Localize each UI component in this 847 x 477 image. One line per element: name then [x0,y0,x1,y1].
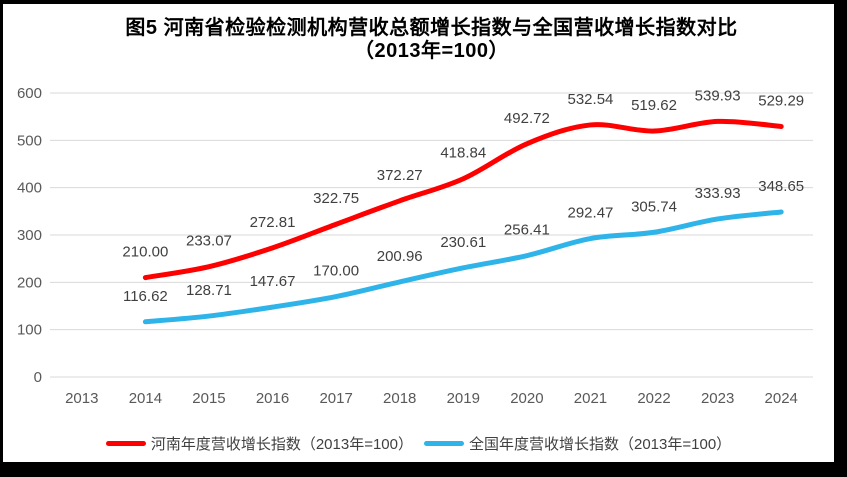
x-tick-label: 2018 [383,390,416,407]
legend-label: 河南年度营收增长指数（2013年=100） [150,436,413,453]
data-label: 305.74 [631,198,677,215]
data-label: 147.67 [250,273,296,290]
legend-label: 全国年度营收增长指数（2013年=100） [469,436,732,453]
legend-swatch-icon [105,441,146,446]
x-tick-label: 2021 [574,390,607,407]
y-tick-label: 300 [17,227,42,244]
data-label: 333.93 [695,185,741,202]
data-label: 492.72 [504,110,550,127]
data-label: 256.41 [504,222,550,239]
legend-item-0: 河南年度营收增长指数（2013年=100） [105,433,413,454]
x-tick-label: 2019 [447,390,480,407]
data-label: 230.61 [440,234,486,251]
legend-swatch-icon [424,441,464,446]
x-tick-label: 2023 [701,390,734,407]
x-tick-label: 2024 [765,390,798,407]
x-tick-label: 2020 [510,390,543,407]
y-tick-label: 500 [17,132,42,149]
y-tick-label: 0 [34,369,42,386]
x-tick-label: 2014 [129,390,162,407]
data-label: 116.62 [123,288,168,305]
data-label: 529.29 [758,92,804,109]
data-label: 539.93 [695,87,741,104]
data-label: 322.75 [313,190,359,207]
y-tick-label: 600 [17,85,42,102]
data-label: 170.00 [313,263,359,280]
x-tick-label: 2015 [192,390,225,407]
chart-title: 图5 河南省检验检测机构营收总额增长指数与全国营收增长指数对比 （2013年=1… [50,17,813,63]
data-label: 233.07 [186,233,232,250]
series-line-1 [142,209,784,325]
x-tick-label: 2016 [256,390,289,407]
series-line-0 [142,118,784,281]
data-label: 210.00 [122,244,168,261]
chart-canvas: 0 100 200 300 400 500 600 2013 2014 2015 2016 2017 2… [17,85,813,407]
y-tick-label: 100 [17,322,42,339]
data-label: 272.81 [250,214,296,231]
y-tick-label: 200 [17,274,42,291]
y-tick-label: 400 [17,180,42,197]
data-label: 200.96 [377,248,423,265]
x-tick-label: 2013 [65,390,98,407]
chart-title-line1: 图5 河南省检验检测机构营收总额增长指数与全国营收增长指数对比 [125,17,738,39]
data-label: 292.47 [568,205,614,222]
x-tick-label: 2017 [319,390,352,407]
data-label: 128.71 [186,282,232,299]
legend-item-1: 全国年度营收增长指数（2013年=100） [424,433,731,454]
x-tick-label: 2022 [637,390,670,407]
data-label: 532.54 [568,91,614,108]
chart-title-line2: （2013年=100） [353,40,510,62]
chart-legend: 河南年度营收增长指数（2013年=100） 全国年度营收增长指数（2013年=10… [3,433,834,454]
data-label: 418.84 [440,145,486,162]
data-label: 519.62 [631,97,677,114]
data-label: 348.65 [758,178,804,195]
data-label: 372.27 [377,167,423,184]
